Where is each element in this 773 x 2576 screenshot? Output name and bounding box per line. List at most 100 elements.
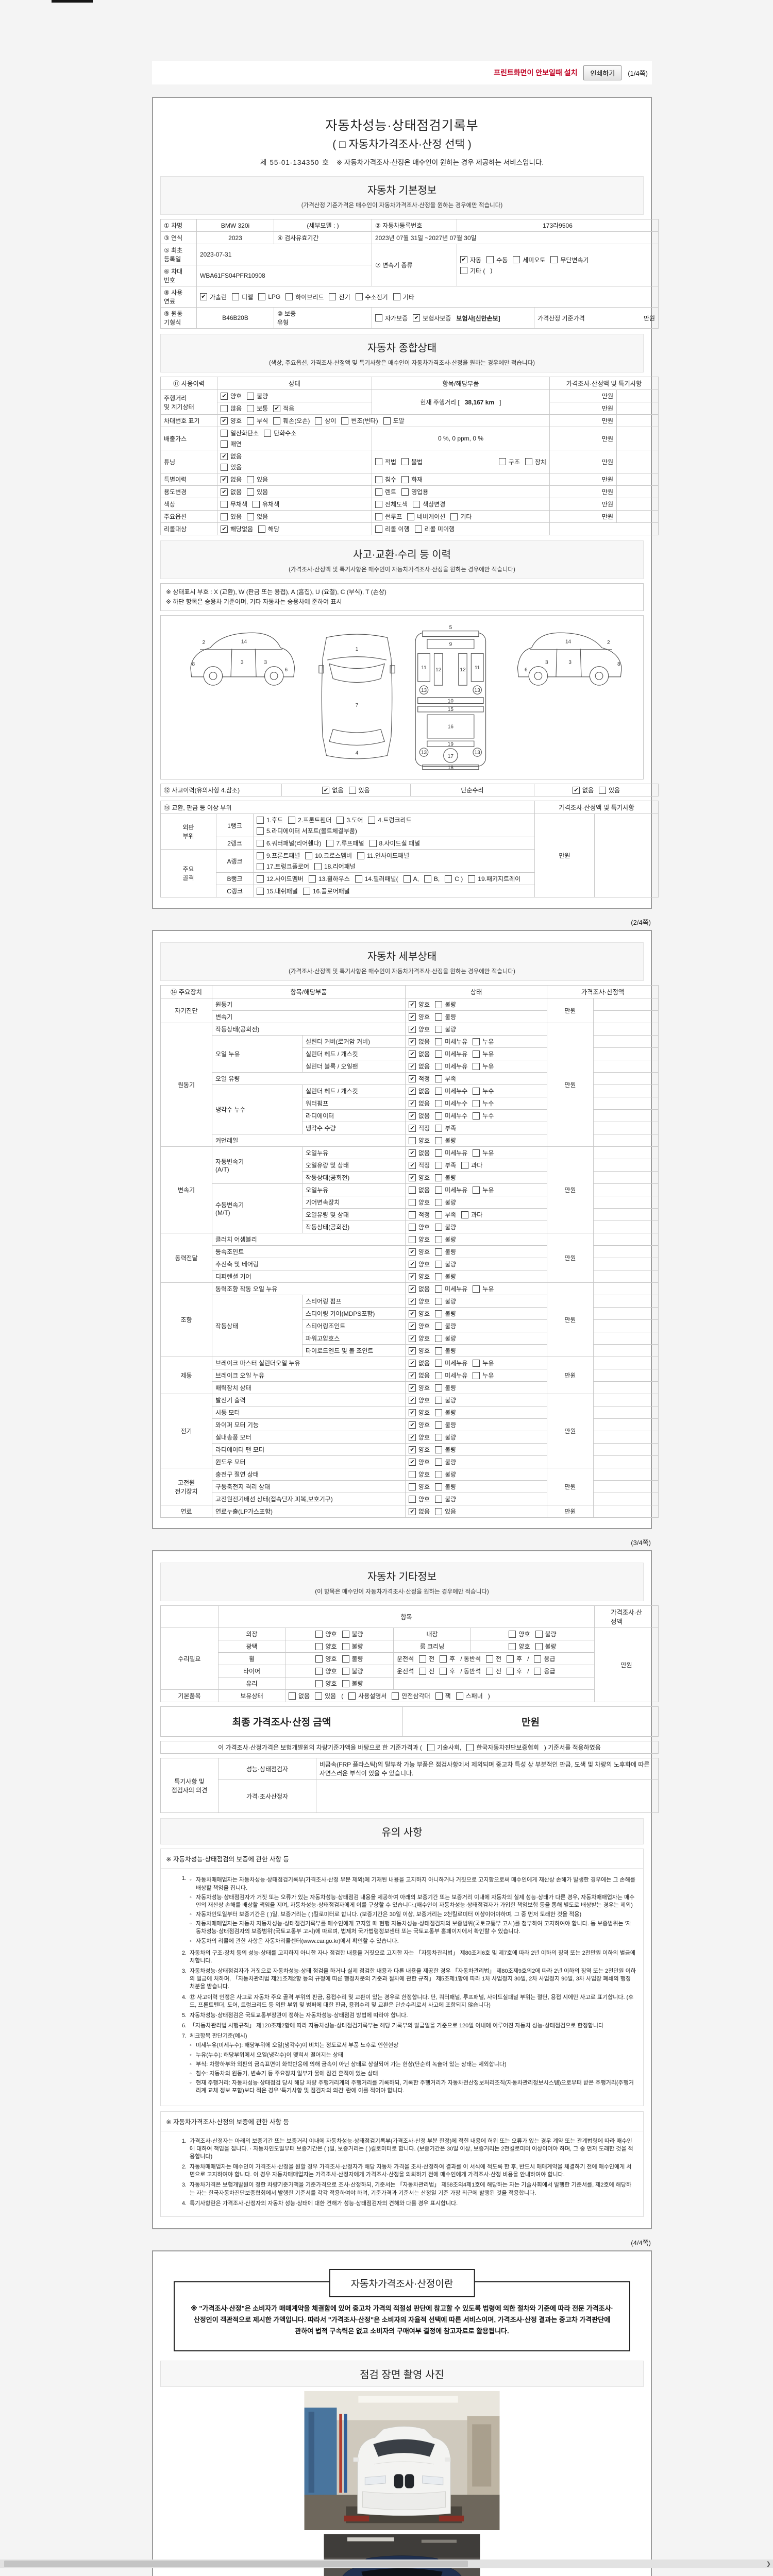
checkbox-option[interactable]: 리콜 이행 [375,524,410,533]
checkbox-option[interactable]: 누수 [473,1087,494,1095]
checkbox-option[interactable]: 3.도어 [337,816,363,824]
checkbox-option[interactable]: 누수 [473,1111,494,1120]
checkbox-option[interactable]: 누유 [473,1062,494,1071]
checkbox-option[interactable]: ✔ 없음 [409,1359,430,1367]
checkbox-option[interactable]: ✔ 양호 [409,1025,430,1033]
checkbox-option[interactable]: 썬루프 [375,512,402,521]
checkbox-option[interactable]: ✔ 없음 [322,786,344,794]
checkbox-option[interactable]: ✔ 양호 [409,1247,430,1256]
checkbox-option[interactable]: ✔ 적음 [273,404,294,413]
checkbox-option[interactable]: 17.트렁크플로어 [257,862,309,871]
checkbox-option[interactable]: 양호 [409,1136,430,1145]
checkbox-option[interactable]: 침수 [375,475,396,484]
checkbox-option[interactable]: 있음 [435,1507,456,1516]
checkbox-option[interactable]: 미세누수 [435,1111,467,1120]
checkbox-option[interactable]: ✔ 보험사보증 [413,314,451,323]
checkbox-option[interactable]: 미세누유 [435,1049,467,1058]
checkbox-option[interactable]: ✔ 적정 [409,1124,430,1132]
checkbox-option[interactable]: 불량 [435,1272,456,1281]
checkbox-option[interactable]: ✔ 없음 [409,1111,430,1120]
checkbox-option[interactable]: 불량 [435,1235,456,1244]
checkbox-option[interactable]: ✔ 적정 [409,1161,430,1170]
checkbox-option[interactable]: 불량 [535,1630,557,1638]
checkbox-option[interactable]: 불량 [435,1223,456,1231]
checkbox-option[interactable]: 누수 [473,1099,494,1108]
checkbox-option[interactable]: 기타 [450,512,472,521]
checkbox-option[interactable]: 양호 [509,1630,530,1638]
checkbox-option[interactable]: 자가보증 [375,314,408,323]
checkbox-option[interactable]: 장치 [525,457,546,466]
checkbox-option[interactable]: 불량 [435,1198,456,1207]
checkbox-option[interactable]: 있음 [221,463,242,471]
checkbox-option[interactable]: 잭 [435,1691,451,1700]
checkbox-option[interactable]: 불량 [435,1173,456,1182]
checkbox-option[interactable]: 전체도색 [375,500,408,509]
checkbox-option[interactable]: 유채색 [253,500,279,509]
checkbox-option[interactable]: 있음 [599,786,620,794]
checkbox-option[interactable]: 훼손(오손) [273,416,310,425]
checkbox-option[interactable]: 누유 [473,1148,494,1157]
checkbox-option[interactable]: 1.후드 [257,816,283,824]
checkbox-option[interactable]: 불량 [247,392,268,400]
checkbox-option[interactable]: 전기 [329,293,350,301]
checkbox-option[interactable]: 세미오토 [513,256,545,264]
checkbox-option[interactable]: 불량 [435,1458,456,1466]
checkbox-option[interactable]: ✔ 없음 [221,452,242,461]
checkbox-option[interactable]: ✔ 양호 [409,1433,430,1442]
checkbox-option[interactable]: 누유 [473,1037,494,1046]
checkbox-option[interactable]: 양호 [315,1667,337,1675]
checkbox-option[interactable]: 기술사회, [427,1743,461,1752]
checkbox-option[interactable]: ✔ 없음 [572,786,594,794]
checkbox-option[interactable]: 미세누수 [435,1087,467,1095]
checkbox-option[interactable]: 미세누유 [435,1359,467,1367]
checkbox-option[interactable]: 2.프론트휀더 [288,816,331,824]
checkbox-option[interactable]: 렌트 [375,487,396,496]
checkbox-option[interactable]: 과다 [461,1161,482,1170]
checkbox-option[interactable]: ✔ 없음 [409,1507,430,1516]
checkbox-option[interactable]: 무채색 [221,500,247,509]
checkbox-option[interactable]: ✔ 양호 [409,1000,430,1009]
checkbox-option[interactable]: ✔ 없음 [409,1371,430,1380]
checkbox-option[interactable]: ✔ 양호 [409,1321,430,1330]
checkbox-option[interactable]: ✔ 자동 [460,256,481,264]
checkbox-option[interactable]: ✔ 가솔린 [200,293,227,301]
checkbox-option[interactable]: 적법 [375,457,396,466]
checkbox-option[interactable]: 16.플로어패널 [303,887,350,895]
checkbox-option[interactable]: 변조(변타) [341,416,378,425]
checkbox-option[interactable]: 불량 [535,1642,557,1651]
checkbox-option[interactable]: ✔ 적정 [409,1074,430,1083]
checkbox-option[interactable]: 응급 [534,1654,556,1663]
checkbox-option[interactable]: 미세누유 [435,1284,467,1293]
checkbox-option[interactable]: ✔ 양호 [409,1260,430,1268]
checkbox-option[interactable]: 해당 [258,524,279,533]
checkbox-option[interactable]: 수소전기 [355,293,388,301]
checkbox-option[interactable]: ✔ 양호 [221,416,242,425]
checkbox-option[interactable]: 화재 [401,475,423,484]
checkbox-option[interactable]: 양호 [315,1654,337,1663]
checkbox-option[interactable]: 11.인사이드패널 [357,851,409,860]
checkbox-option[interactable]: 4.트렁크리드 [368,816,412,824]
checkbox-option[interactable]: 양호 [315,1679,337,1688]
checkbox-option[interactable]: 7.루프패널 [326,839,364,848]
checkbox-option[interactable]: 영업용 [401,487,428,496]
print-install-notice[interactable]: 프린트화면이 안보일때 설치 [494,69,578,77]
checkbox-option[interactable]: 미세누유 [435,1148,467,1157]
checkbox-option[interactable]: ✔ 양호 [221,392,242,400]
checkbox-option[interactable]: ✔ 양호 [409,1173,430,1182]
checkbox-option[interactable]: ✔ 해당없음 [221,524,253,533]
checkbox-option[interactable]: 리콜 미이행 [414,524,455,533]
checkbox-option[interactable]: 사용설명서 [348,1691,386,1700]
checkbox-option[interactable]: 안전삼각대 [392,1691,430,1700]
checkbox-option[interactable]: 누유 [473,1284,494,1293]
checkbox-option[interactable]: 후 [440,1654,455,1663]
checkbox-option[interactable]: 미세누유 [435,1371,467,1380]
checkbox-option[interactable]: 불량 [435,1247,456,1256]
checkbox-option[interactable]: ✔ 양호 [409,1334,430,1343]
checkbox-option[interactable]: 부족 [435,1124,456,1132]
print-button[interactable]: 인쇄하기 [583,65,622,80]
checkbox-option[interactable]: 불량 [435,1482,456,1491]
checkbox-option[interactable]: 15.대쉬패널 [257,887,298,895]
checkbox-option[interactable]: 8.사이드실 패널 [369,839,420,848]
checkbox-option[interactable]: LPG [258,293,280,300]
checkbox-option[interactable]: 불량 [342,1642,363,1651]
